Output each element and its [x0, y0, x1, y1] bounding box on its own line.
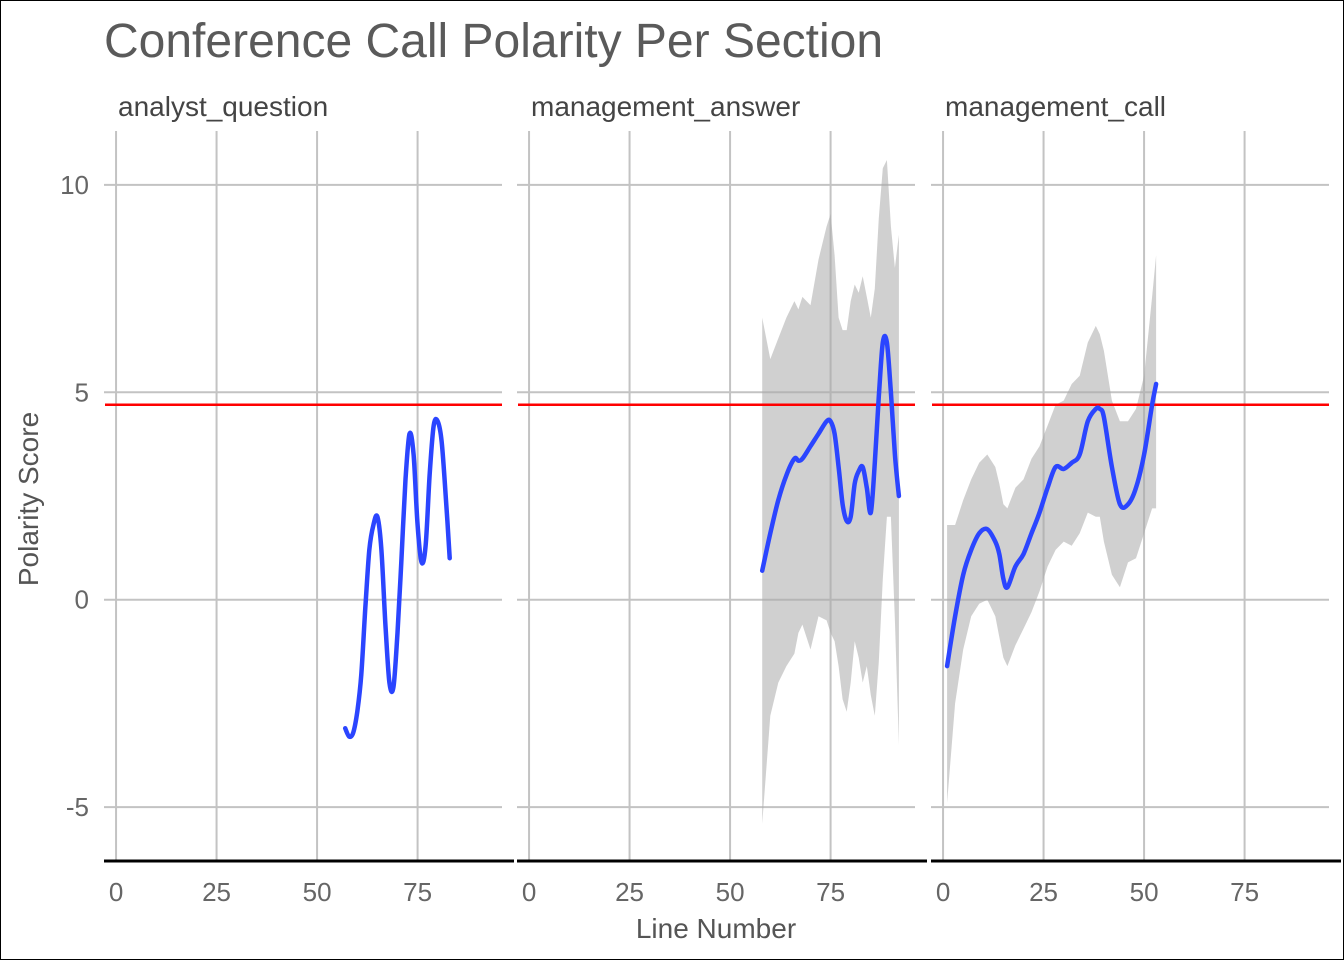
y-axis-title: Polarity Score [13, 412, 44, 586]
y-tick-label: 10 [60, 170, 89, 200]
confidence-band [947, 255, 1157, 803]
series-line-analyst_question [342, 416, 452, 740]
facet-strip-label: analyst_question [118, 91, 328, 122]
facet-strip-label: management_call [945, 91, 1166, 122]
facet-strip-label: management_answer [531, 91, 800, 122]
x-tick-label: 75 [816, 877, 845, 907]
x-axis-title: Line Number [636, 913, 796, 944]
confidence-band [762, 160, 899, 824]
x-tick-label: 0 [522, 877, 536, 907]
x-tick-label: 75 [403, 877, 432, 907]
x-tick-label: 50 [303, 877, 332, 907]
chart-title: Conference Call Polarity Per Section [104, 15, 883, 68]
facet-panel-analyst_question: analyst_question 0 25 50 75 [104, 91, 514, 907]
x-tick-label: 0 [109, 877, 123, 907]
y-tick-label: 5 [75, 377, 89, 407]
x-tick-label: 0 [936, 877, 950, 907]
y-tick-label: 0 [75, 585, 89, 615]
facet-panel-management_answer: management_answer 0 25 50 75 [517, 91, 927, 907]
series-line-management_answer [759, 333, 902, 573]
x-tick-label: 25 [202, 877, 231, 907]
x-tick-label: 25 [615, 877, 644, 907]
facet-panel-management_call: management_call 0 25 50 75 [931, 91, 1341, 907]
x-tick-label: 50 [1130, 877, 1159, 907]
series-line-management_call [944, 381, 1159, 669]
x-tick-label: 75 [1230, 877, 1259, 907]
y-axis-ticks: -5 0 5 10 [60, 170, 89, 822]
x-tick-label: 50 [716, 877, 745, 907]
x-tick-label: 25 [1029, 877, 1058, 907]
y-tick-label: -5 [66, 792, 89, 822]
